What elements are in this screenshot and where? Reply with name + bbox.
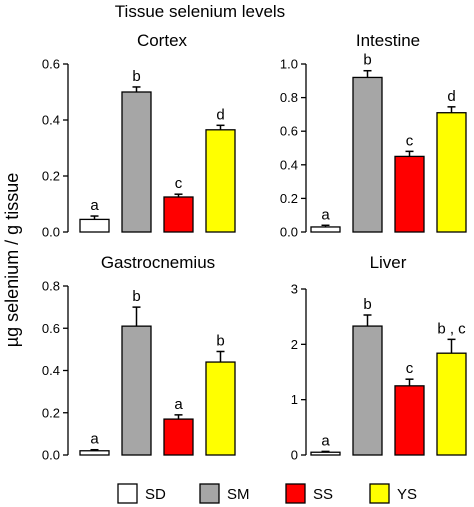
bar-sd	[310, 451, 341, 456]
legend-label: SM	[227, 486, 250, 503]
y-tick-label: 1.0	[280, 57, 298, 72]
bar-ss	[163, 196, 194, 233]
legend-swatch	[369, 483, 390, 504]
significance-label: d	[216, 106, 224, 123]
y-tick-label: 0.6	[42, 57, 60, 72]
bar-ys	[205, 129, 236, 233]
y-tick-label: 0	[291, 448, 298, 463]
y-tick-label: 0.8	[280, 90, 298, 105]
bar-ss	[394, 155, 425, 233]
bar-sm	[121, 91, 152, 233]
y-tick-label: 0.2	[42, 405, 60, 420]
y-tick-label: 0.0	[42, 448, 60, 463]
significance-label: c	[175, 175, 183, 192]
significance-label: b	[132, 288, 140, 305]
panel-liver: Liver 0 1 2 3 a b c b , c	[291, 253, 467, 463]
bar-sd	[310, 226, 341, 233]
bar-ys	[436, 112, 467, 233]
panel-title: Gastrocnemius	[101, 253, 215, 272]
legend-label: SD	[145, 486, 166, 503]
legend-swatch	[285, 483, 306, 504]
bar-sd	[79, 450, 110, 456]
legend-item-sm: SM	[199, 483, 250, 504]
panel-gastrocnemius: Gastrocnemius 0.0 0.2 0.4 0.6 0.8 a b a b	[42, 253, 236, 463]
panel-title: Liver	[370, 253, 407, 272]
y-tick-label: 3	[291, 282, 298, 297]
bar-ss	[394, 385, 425, 456]
legend: SD SM SS YS	[117, 483, 417, 504]
y-tick-label: 0.0	[42, 225, 60, 240]
bar-sm	[121, 325, 152, 456]
y-tick-label: 0.4	[280, 157, 298, 172]
legend-swatch	[199, 483, 220, 504]
figure-title: Tissue selenium levels	[115, 2, 285, 21]
y-tick-label: 0.6	[42, 321, 60, 336]
legend-item-sd: SD	[117, 483, 166, 504]
legend-label: SS	[313, 486, 333, 503]
y-tick-label: 0.4	[42, 113, 60, 128]
y-tick-label: 1	[291, 392, 298, 407]
bar-sm	[352, 325, 383, 456]
significance-label: a	[321, 206, 330, 223]
bar-ys	[205, 361, 236, 456]
chart-panels: Cortex 0.0 0.2 0.4 0.6 a b c d Intestine 0.0 0.2 0.4…	[42, 31, 467, 463]
significance-label: b	[363, 52, 371, 69]
y-tick-label: 0.4	[42, 363, 60, 378]
significance-label: b , c	[437, 320, 466, 337]
legend-item-ys: YS	[369, 483, 417, 504]
significance-label: b	[132, 68, 140, 85]
y-tick-label: 0.6	[280, 124, 298, 139]
bar-ss	[163, 418, 194, 456]
panel-title: Intestine	[356, 31, 420, 50]
significance-label: a	[321, 432, 330, 449]
y-tick-label: 0.2	[280, 191, 298, 206]
significance-label: d	[447, 88, 455, 105]
significance-label: a	[90, 197, 99, 214]
panel-intestine: Intestine 0.0 0.2 0.4 0.6 0.8 1.0 a b c d	[280, 31, 467, 240]
panel-cortex: Cortex 0.0 0.2 0.4 0.6 a b c d	[42, 31, 236, 240]
bar-sm	[352, 76, 383, 233]
bar-ys	[436, 352, 467, 456]
significance-label: a	[90, 431, 99, 448]
significance-label: b	[216, 332, 224, 349]
significance-label: c	[406, 132, 414, 149]
legend-item-ss: SS	[285, 483, 333, 504]
y-axis-label: µg selenium / g tissue	[2, 173, 22, 347]
y-tick-label: 0.2	[42, 169, 60, 184]
y-tick-label: 0.8	[42, 279, 60, 294]
bar-sd	[79, 218, 110, 233]
significance-label: c	[406, 360, 414, 377]
legend-label: YS	[397, 486, 417, 503]
significance-label: a	[174, 396, 183, 413]
legend-swatch	[117, 483, 138, 504]
panel-title: Cortex	[137, 31, 188, 50]
y-tick-label: 0.0	[280, 225, 298, 240]
significance-label: b	[363, 296, 371, 313]
y-tick-label: 2	[291, 337, 298, 352]
